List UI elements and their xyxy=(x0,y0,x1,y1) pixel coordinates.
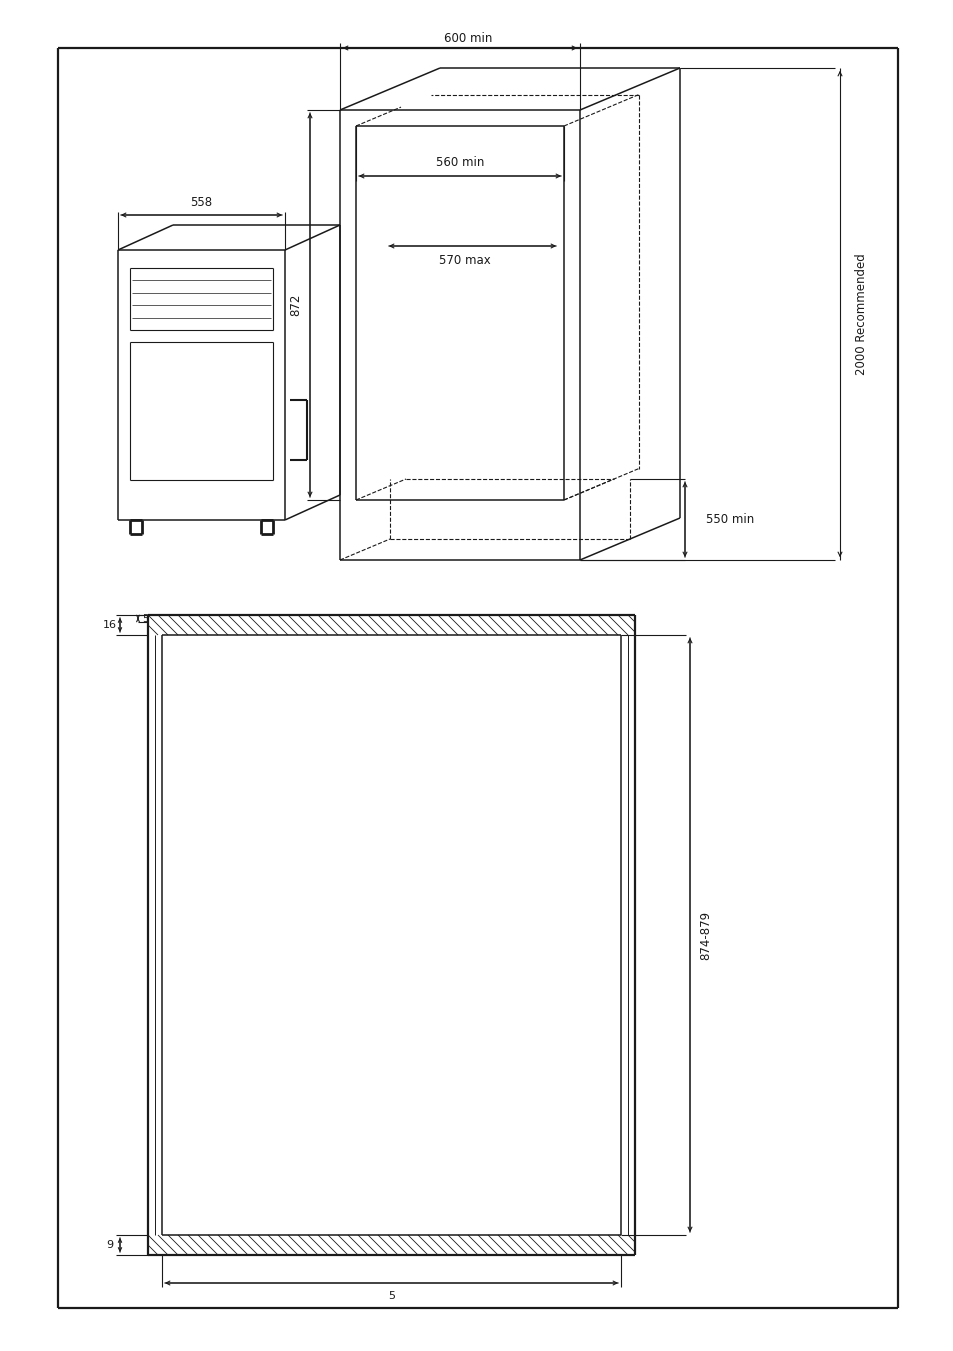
Bar xyxy=(148,615,635,635)
Text: 570 max: 570 max xyxy=(438,254,491,266)
Text: 5: 5 xyxy=(388,1292,395,1301)
Text: 16: 16 xyxy=(103,620,117,630)
Text: 2000 Recommended: 2000 Recommended xyxy=(855,253,867,374)
Text: 600 min: 600 min xyxy=(443,31,492,45)
Text: 872: 872 xyxy=(289,293,302,316)
Text: 5: 5 xyxy=(142,613,148,624)
Text: 9: 9 xyxy=(107,1240,113,1250)
Text: 874-879: 874-879 xyxy=(699,911,712,959)
Text: 560 min: 560 min xyxy=(436,155,484,169)
Text: 558: 558 xyxy=(191,196,213,209)
Text: 550 min: 550 min xyxy=(705,513,753,526)
